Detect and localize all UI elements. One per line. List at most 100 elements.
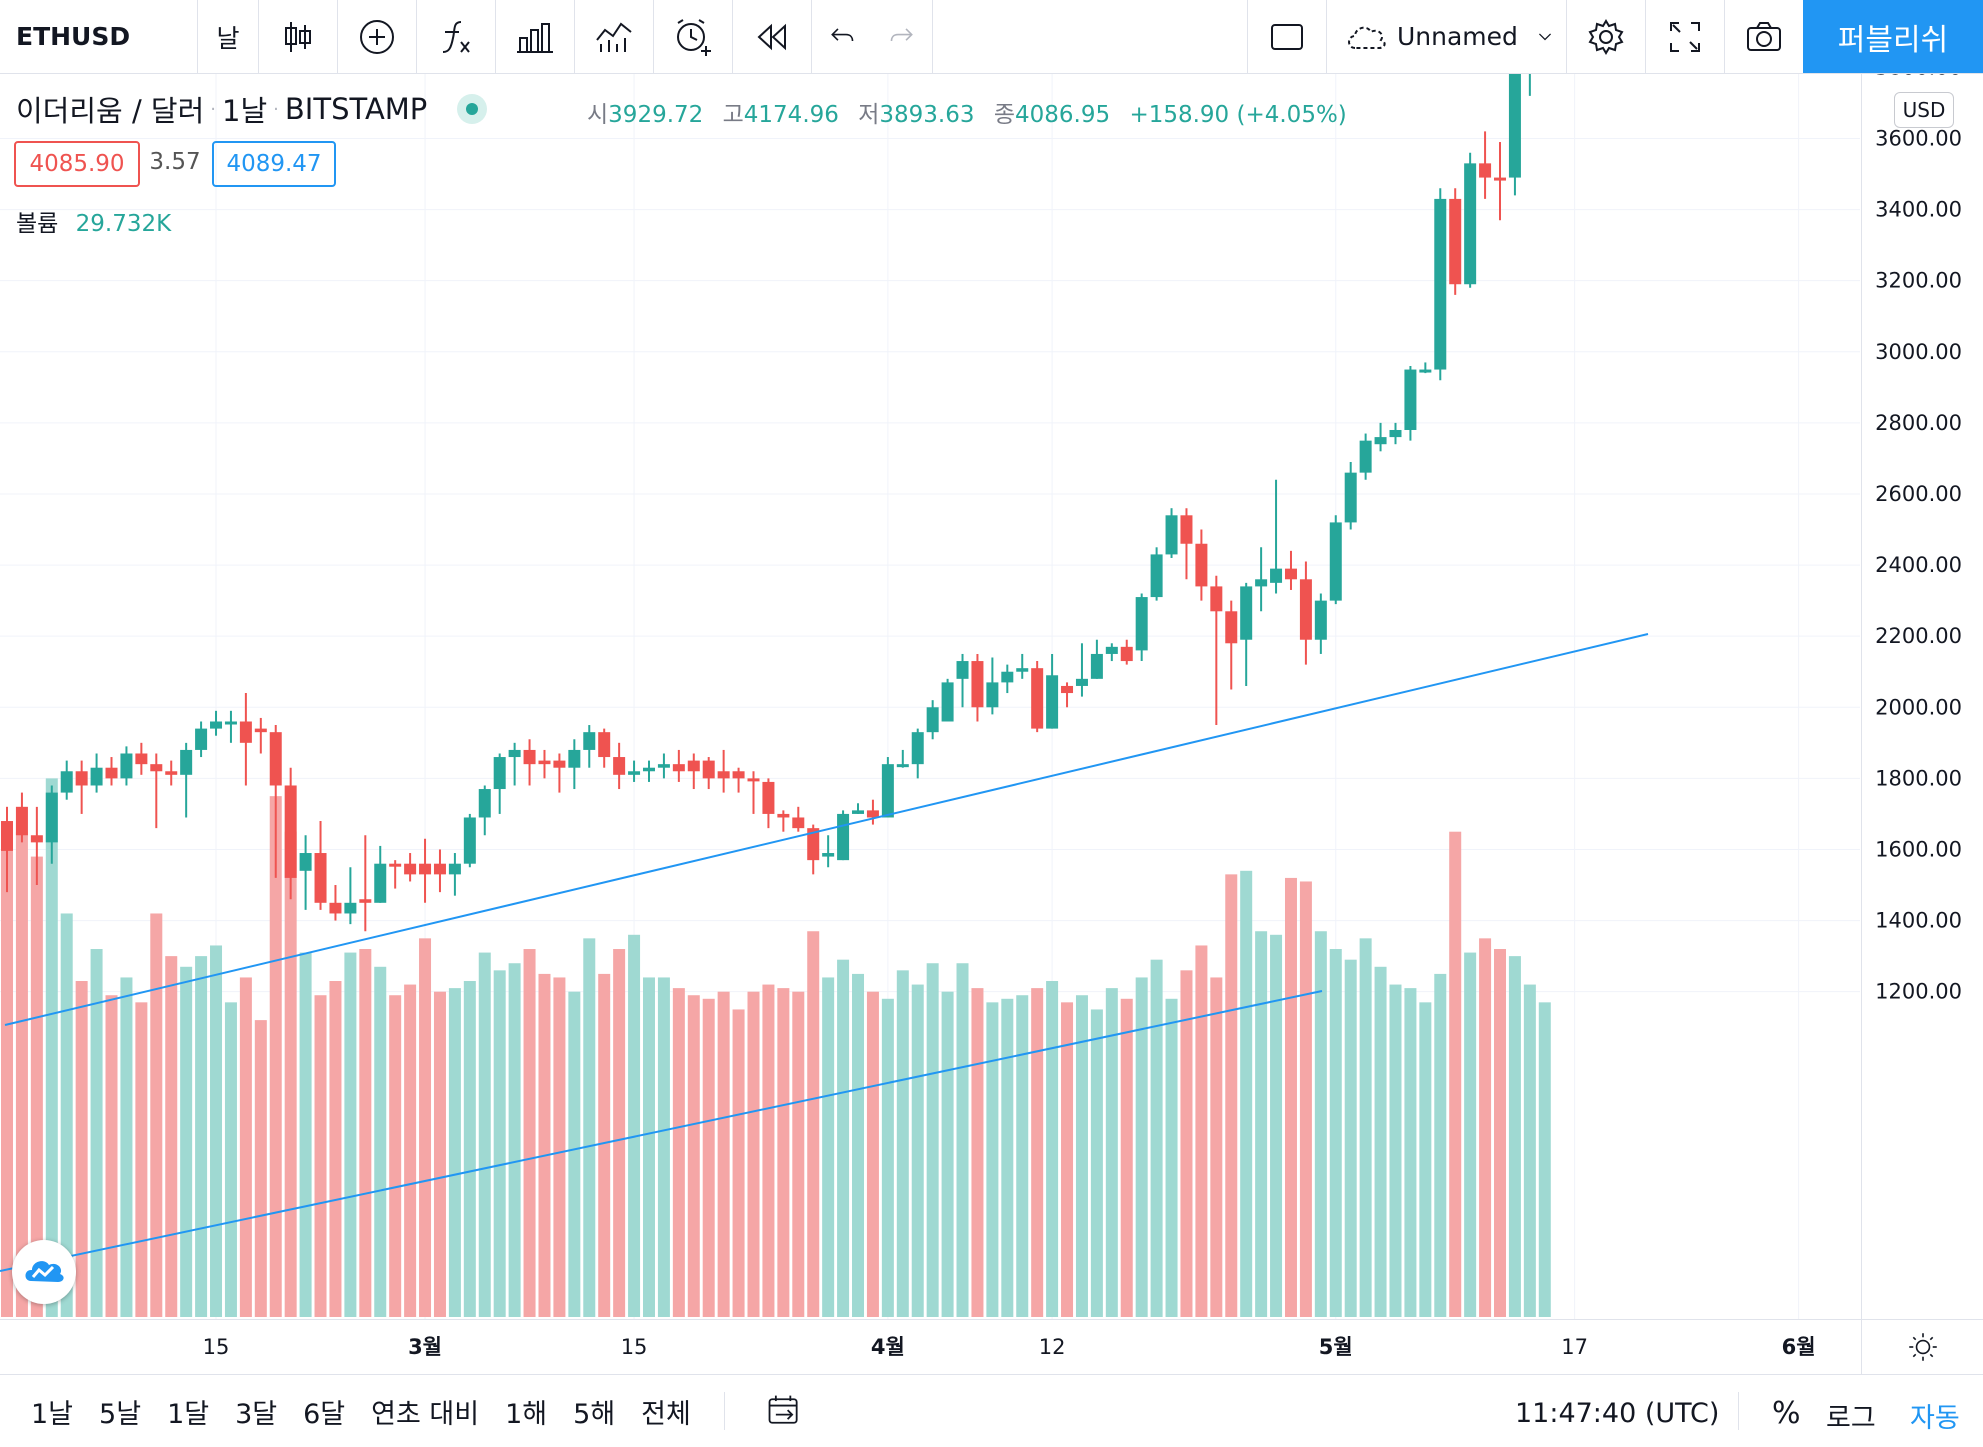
percent-scale-toggle[interactable]: % bbox=[1772, 1396, 1801, 1431]
candle-body bbox=[1270, 568, 1283, 583]
candle-body bbox=[419, 863, 432, 875]
candle-body bbox=[762, 781, 775, 814]
currency-badge[interactable]: USD bbox=[1894, 92, 1954, 128]
tradingview-logo[interactable] bbox=[12, 1240, 76, 1304]
candle-body bbox=[1105, 646, 1118, 654]
volume-bar bbox=[523, 949, 536, 1317]
interval-button[interactable]: 날 bbox=[198, 0, 259, 73]
candle-body bbox=[1449, 198, 1462, 285]
replay-button[interactable] bbox=[733, 0, 812, 73]
volume-bar bbox=[896, 970, 909, 1317]
range-button-5[interactable]: 연초 대비 bbox=[371, 1398, 480, 1430]
volume-bar bbox=[1225, 874, 1238, 1317]
volume-bar bbox=[672, 988, 685, 1317]
candle-body bbox=[1120, 646, 1133, 662]
goto-date-button[interactable] bbox=[765, 1392, 803, 1430]
candle-body bbox=[344, 902, 357, 914]
fullscreen-button[interactable] bbox=[1646, 0, 1725, 73]
volume-bar bbox=[762, 984, 775, 1317]
candle-body bbox=[1389, 429, 1402, 438]
price-tick-label: 2200.00 bbox=[1875, 624, 1962, 648]
low-label: 저 bbox=[858, 102, 880, 128]
candle-body bbox=[1016, 668, 1029, 672]
price-tick-label: 3000.00 bbox=[1875, 340, 1962, 364]
candle-body bbox=[986, 682, 999, 708]
square-layout-icon bbox=[1271, 23, 1303, 50]
log-scale-toggle[interactable]: 로그 bbox=[1826, 1403, 1876, 1434]
rewind-icon bbox=[757, 23, 786, 50]
compare-button[interactable] bbox=[338, 0, 417, 73]
time-axis[interactable]: 15 3월 15 4월 12 5월 17 6월 bbox=[0, 1319, 1983, 1374]
volume-bar bbox=[852, 973, 865, 1317]
volume-bar bbox=[1479, 938, 1492, 1317]
volume-bar bbox=[628, 934, 641, 1317]
time-tick-label: 12 bbox=[1039, 1335, 1066, 1359]
range-button-6[interactable]: 1해 bbox=[505, 1398, 548, 1430]
spread-label: 3.57 bbox=[149, 149, 201, 175]
price-tick-label: 3600.00 bbox=[1875, 126, 1962, 150]
snapshot-button[interactable] bbox=[1725, 0, 1803, 73]
candle-body bbox=[15, 806, 28, 836]
financials-button[interactable] bbox=[496, 0, 575, 73]
range-button-7[interactable]: 5해 bbox=[573, 1398, 616, 1430]
candle-body bbox=[613, 757, 626, 775]
volume-bar bbox=[508, 963, 521, 1317]
auto-scale-toggle[interactable]: 자동 bbox=[1910, 1403, 1960, 1434]
range-button-0[interactable]: 1날 bbox=[31, 1398, 74, 1430]
currency-label: USD bbox=[1902, 98, 1946, 122]
range-button-4[interactable]: 6달 bbox=[303, 1398, 346, 1430]
time-tick-label: 15 bbox=[203, 1335, 230, 1359]
symbol-search-button[interactable]: ETHUSD bbox=[0, 0, 198, 73]
candle-body bbox=[642, 767, 655, 772]
price-chart[interactable] bbox=[0, 74, 1860, 1319]
candle-body bbox=[389, 863, 402, 867]
volume-bar bbox=[583, 938, 596, 1317]
range-button-2[interactable]: 1달 bbox=[167, 1398, 210, 1430]
candle-body bbox=[45, 792, 58, 843]
high-value: 4174.96 bbox=[743, 102, 839, 128]
candle-body bbox=[284, 785, 297, 878]
indicators-button[interactable] bbox=[417, 0, 496, 73]
layout-select-button[interactable] bbox=[1247, 0, 1327, 73]
volume-bar bbox=[777, 988, 790, 1317]
volume-bar bbox=[986, 1002, 999, 1317]
volume-bar bbox=[374, 966, 387, 1317]
market-open-icon bbox=[457, 94, 488, 124]
sell-price-button[interactable]: 4085.90 bbox=[14, 141, 140, 187]
settings-button[interactable] bbox=[1567, 0, 1646, 73]
candle-body bbox=[1344, 472, 1357, 523]
chart-plot-area[interactable] bbox=[0, 74, 1860, 1319]
axis-settings-button[interactable] bbox=[1861, 1320, 1983, 1374]
candle-body bbox=[1404, 369, 1417, 430]
candle-body bbox=[822, 853, 835, 857]
candle-body bbox=[1, 821, 13, 851]
publish-button[interactable]: 퍼블리쉬 bbox=[1803, 0, 1983, 73]
buy-price-button[interactable]: 4089.47 bbox=[212, 141, 336, 187]
utc-clock[interactable]: 11:47:40 (UTC) bbox=[1515, 1398, 1720, 1429]
candle-body bbox=[1001, 671, 1014, 683]
volume-bar bbox=[598, 973, 611, 1317]
range-button-1[interactable]: 5날 bbox=[99, 1398, 142, 1430]
candle-body bbox=[1046, 675, 1059, 729]
volume-bar bbox=[1195, 945, 1208, 1317]
volume-bar bbox=[807, 931, 820, 1317]
time-axis-svg: 15 3월 15 4월 12 5월 17 6월 bbox=[203, 1335, 1816, 1359]
candle-body bbox=[359, 899, 372, 903]
candle-body bbox=[1150, 554, 1163, 598]
volume-bar bbox=[613, 949, 626, 1317]
camera-icon bbox=[1747, 21, 1781, 51]
volume-bar bbox=[90, 949, 103, 1317]
templates-button[interactable] bbox=[575, 0, 654, 73]
redo-icon[interactable] bbox=[885, 20, 919, 54]
range-button-3[interactable]: 3달 bbox=[235, 1398, 278, 1430]
price-axis[interactable]: 1200.00 1400.00 1600.00 1800.00 2000.00 2200.… bbox=[1861, 0, 1983, 1319]
save-layout-button[interactable]: Unnamed bbox=[1327, 0, 1567, 73]
change-value: +158.90 (+4.05%) bbox=[1129, 102, 1347, 128]
undo-icon[interactable] bbox=[825, 20, 859, 54]
alert-button[interactable] bbox=[654, 0, 733, 73]
candle-body bbox=[478, 789, 491, 818]
range-button-8[interactable]: 전체 bbox=[641, 1398, 691, 1430]
candle-body bbox=[1419, 369, 1432, 373]
candle-style-button[interactable] bbox=[259, 0, 338, 73]
volume-bar bbox=[822, 977, 835, 1317]
